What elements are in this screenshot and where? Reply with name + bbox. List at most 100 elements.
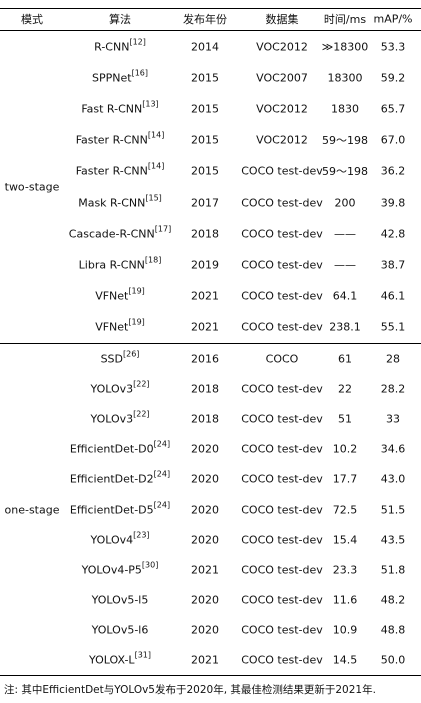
column-header: 模式 bbox=[21, 13, 43, 26]
dataset: VOC2012 bbox=[256, 133, 308, 147]
year: 2020 bbox=[191, 472, 219, 486]
year: 2018 bbox=[191, 227, 219, 241]
dataset: COCO test-dev bbox=[241, 196, 323, 210]
reference: [16] bbox=[131, 68, 148, 78]
time: 14.5 bbox=[332, 653, 358, 667]
time: 15.4 bbox=[332, 533, 358, 547]
column-header: 算法 bbox=[109, 13, 131, 26]
algorithm-name: YOLOv4-P5 bbox=[81, 563, 142, 577]
dataset: COCO test-dev bbox=[241, 503, 323, 516]
dataset: COCO test-dev bbox=[241, 472, 323, 486]
map: 38.7 bbox=[380, 258, 406, 272]
algorithm: Libra R-CNN[18] bbox=[79, 255, 162, 272]
bottom-rule bbox=[0, 675, 421, 676]
year: 2020 bbox=[191, 623, 219, 637]
map: 42.8 bbox=[380, 227, 406, 241]
map: 67.0 bbox=[380, 133, 406, 147]
map: 51.8 bbox=[380, 563, 406, 577]
dataset: COCO test-dev bbox=[241, 164, 323, 178]
year: 2018 bbox=[191, 412, 219, 426]
algorithm-name: Cascade-R-CNN bbox=[68, 227, 155, 241]
algorithm: R-CNN[12] bbox=[94, 37, 146, 54]
reference: [22] bbox=[133, 409, 150, 419]
reference: [14] bbox=[147, 161, 165, 171]
year: 2020 bbox=[191, 533, 219, 547]
algorithm-name: R-CNN bbox=[94, 40, 130, 54]
reference: [19] bbox=[128, 317, 145, 327]
reference: [15] bbox=[145, 193, 162, 203]
dataset: COCO test-dev bbox=[241, 563, 323, 577]
algorithm: Mask R-CNN[15] bbox=[78, 193, 162, 210]
year: 2015 bbox=[191, 164, 219, 178]
year: 2020 bbox=[191, 503, 219, 516]
algorithm-name: EfficientDet-D0 bbox=[69, 442, 154, 456]
reference: [30] bbox=[141, 560, 159, 570]
time: 1830 bbox=[331, 102, 359, 116]
reference: [17] bbox=[154, 224, 172, 234]
algorithm-name: YOLOX-L bbox=[89, 653, 135, 667]
time: 23.3 bbox=[332, 563, 358, 577]
algorithm: SPPNet[16] bbox=[92, 68, 148, 85]
time: 22 bbox=[338, 382, 352, 396]
algorithm: VFNet[19] bbox=[95, 287, 145, 303]
year: 2021 bbox=[191, 320, 219, 334]
column-header: 数据集 bbox=[265, 13, 299, 26]
map: 43.5 bbox=[380, 533, 406, 547]
dataset: VOC2012 bbox=[256, 102, 308, 116]
time: 59～198 bbox=[322, 134, 368, 148]
algorithm-name: Faster R-CNN bbox=[75, 133, 148, 147]
algorithm-name: SSD bbox=[100, 352, 124, 366]
dataset: VOC2007 bbox=[256, 71, 308, 85]
year: 2016 bbox=[191, 352, 219, 366]
top-rule bbox=[0, 8, 421, 9]
reference: [14] bbox=[147, 130, 165, 140]
map: 50.0 bbox=[380, 653, 406, 667]
column-header: mAP/% bbox=[373, 12, 413, 26]
time: 18300 bbox=[327, 71, 363, 85]
map: 28 bbox=[386, 352, 400, 366]
year: 2020 bbox=[191, 442, 219, 456]
algorithm: Cascade-R-CNN[17] bbox=[68, 224, 172, 241]
map: 33 bbox=[386, 412, 400, 426]
dataset: COCO test-dev bbox=[241, 289, 323, 303]
year: 2015 bbox=[191, 71, 219, 85]
dataset: COCO bbox=[265, 352, 299, 366]
algorithm: EfficientDet-D5[24] bbox=[69, 501, 170, 517]
time: 17.7 bbox=[332, 472, 358, 486]
mode-label: two-stage bbox=[4, 180, 60, 194]
algorithm-name: EfficientDet-D2 bbox=[69, 472, 154, 486]
map: 55.1 bbox=[380, 320, 406, 334]
dataset: VOC2012 bbox=[256, 40, 308, 54]
algorithm-name: Fast R-CNN bbox=[81, 102, 143, 116]
algorithm-name: Mask R-CNN bbox=[78, 196, 146, 210]
reference: [12] bbox=[129, 37, 146, 47]
algorithm-name: YOLOv3 bbox=[90, 412, 134, 426]
algorithm-name: YOLOv3 bbox=[90, 382, 134, 396]
dataset: COCO test-dev bbox=[241, 593, 323, 607]
dataset: COCO test-dev bbox=[241, 320, 323, 334]
algorithm-name: YOLOv5-l5 bbox=[91, 593, 149, 607]
algorithm-name: YOLOv4 bbox=[90, 533, 134, 547]
reference: [24] bbox=[153, 469, 171, 479]
map: 46.1 bbox=[380, 289, 406, 303]
algorithm-name: YOLOv5-l6 bbox=[91, 623, 149, 637]
year: 2021 bbox=[191, 289, 219, 303]
dataset: COCO test-dev bbox=[241, 533, 323, 547]
map: 36.2 bbox=[380, 164, 406, 178]
reference: [18] bbox=[144, 255, 162, 265]
year: 2018 bbox=[191, 382, 219, 396]
reference: [23] bbox=[133, 530, 150, 540]
algorithm: YOLOX-L[31] bbox=[89, 651, 151, 667]
time: 10.2 bbox=[332, 442, 358, 456]
year: 2021 bbox=[191, 653, 219, 667]
algorithm: Faster R-CNN[14] bbox=[76, 161, 165, 178]
algorithm: YOLOv5-l5 bbox=[92, 593, 149, 606]
algorithm-name: EfficientDet-D5 bbox=[69, 503, 154, 516]
time: 59～198 bbox=[322, 165, 368, 179]
algorithm: EfficientDet-D2[24] bbox=[69, 469, 171, 486]
time: —— bbox=[334, 227, 356, 241]
map: 34.6 bbox=[380, 442, 406, 456]
time: 64.1 bbox=[332, 289, 358, 303]
time: 200 bbox=[334, 196, 356, 210]
